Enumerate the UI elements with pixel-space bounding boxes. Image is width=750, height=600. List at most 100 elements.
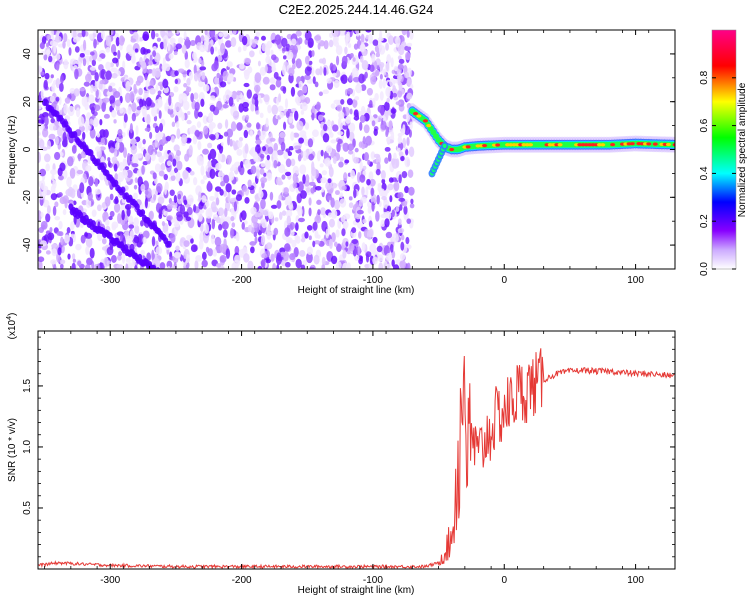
heatmap-cell [131,102,137,113]
heatmap-cell [229,197,237,203]
heatmap-cell [296,120,304,131]
heatmap-cell [255,139,262,145]
heatmap-cell [283,187,289,195]
heatmap-cell [370,76,377,85]
heatmap-cell [40,51,46,56]
heatmap-cell [225,183,232,193]
heatmap-cell [385,231,393,239]
heatmap-cell [395,206,400,212]
heatmap-cell [398,174,402,184]
heatmap-cell [339,192,344,199]
heatmap-cell [154,163,161,173]
heatmap-cell [322,89,329,95]
heatmap-cell [115,141,120,150]
heatmap-cell [260,234,266,246]
heatmap-cell [72,30,77,40]
heatmap-cell [310,187,315,194]
heatmap-cell [216,144,222,150]
heatmap-cell [221,221,229,230]
heatmap-cell [39,168,47,177]
heatmap-cell [228,171,235,181]
heatmap-cell [159,41,165,50]
heatmap-cell [309,266,315,269]
heatmap-cell [168,95,172,106]
heatmap-cell [117,254,122,261]
heatmap-cell [171,121,176,127]
signal-hotspot [646,142,652,146]
heatmap-cell [135,80,141,86]
heatmap-cell [342,124,349,130]
heatmap-cell [326,77,332,84]
heatmap-cell [341,228,346,237]
heatmap-cell [333,241,338,247]
signal-hotspot [422,119,428,123]
heatmap-cell [55,136,59,146]
heatmap-cell [240,210,247,221]
signal-hotspot [449,147,455,152]
heatmap-cell [62,195,69,204]
heatmap-cell [51,174,55,182]
heatmap-cell [207,180,212,191]
heatmap-cell [200,60,205,67]
heatmap-cell [193,92,199,100]
heatmap-cell [267,224,271,233]
heatmap-cell [38,233,41,240]
y-tick-label: 40 [22,48,33,60]
heatmap-cell [267,211,274,220]
y-tick-label: 20 [22,96,33,108]
heatmap-cell [390,57,394,68]
heatmap-cell [378,61,385,68]
heatmap-cell [404,45,412,52]
heatmap-cell [344,46,348,55]
heatmap-cell [96,132,101,138]
heatmap-cell [183,199,188,206]
heatmap-cell [218,32,224,38]
heatmap-cell [242,44,247,52]
heatmap-cell [52,125,57,131]
heatmap-cell [320,177,327,184]
heatmap-cell [185,216,192,222]
heatmap-cell [175,121,180,128]
heatmap-cell [67,105,75,117]
heatmap-cell [151,188,158,198]
heatmap-cell [105,35,110,47]
heatmap-cell [214,186,222,192]
heatmap-cell [45,163,50,172]
heatmap-cell [294,96,301,104]
heatmap-cell [155,102,159,108]
heatmap-cell [288,51,294,60]
heatmap-cell [81,30,86,38]
heatmap-cell [174,70,179,77]
heatmap-cell [50,117,56,124]
heatmap-cell [140,47,146,55]
signal-hotspot [610,142,616,147]
heatmap-cell [370,187,374,197]
heatmap-cell [200,98,205,107]
heatmap-cell [324,157,331,167]
heatmap-cell [382,68,387,76]
heatmap-cell [319,163,324,168]
heatmap-cell [188,71,193,81]
heatmap-cell [162,78,169,89]
heatmap-cell [82,58,87,67]
heatmap-cell [358,73,365,84]
heatmap-cell [244,143,249,154]
heatmap-cell [126,207,131,217]
signal-hotspot [528,143,534,147]
heatmap-cell [292,181,297,189]
heatmap-cell [232,110,240,120]
bottom-y-axis: 0.5 1.0 1.5 [22,336,675,558]
bottom-x-axis-label: Height of straight line (km) [298,585,415,596]
heatmap-cell [397,191,404,199]
heatmap-cell [105,70,112,81]
heatmap-cell [386,54,392,64]
heatmap-cell [125,235,133,244]
heatmap-cell [166,160,172,167]
signal-hotspot [629,142,635,146]
heatmap-cell [277,105,284,113]
heatmap-cell [194,259,199,269]
heatmap-cell [192,177,198,186]
heatmap-cell [151,106,158,118]
heatmap-cell [255,122,260,130]
heatmap-cell [284,98,289,109]
